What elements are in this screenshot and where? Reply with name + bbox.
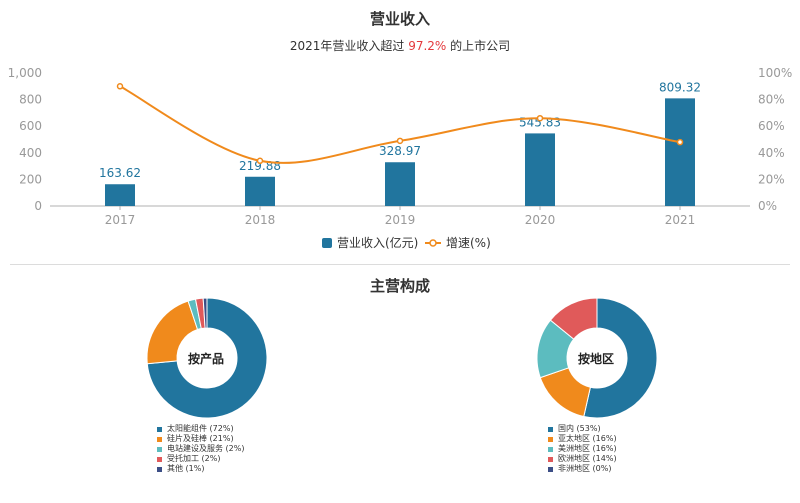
donut-legend-item: 美洲地区 (16%) (548, 444, 617, 454)
legend-label: 电站建设及服务 (2%) (167, 444, 245, 453)
bar-2021 (665, 98, 695, 206)
x-tick-label: 2020 (525, 213, 556, 227)
bar-2017 (105, 184, 135, 206)
y-left-tick-label: 1,000 (8, 66, 42, 80)
donut-legend-item: 国内 (53%) (548, 424, 617, 434)
legend-swatch (157, 426, 162, 432)
donut-legend-item: 亚太地区 (16%) (548, 434, 617, 444)
legend-swatch (548, 466, 553, 472)
y-right-tick-label: 40% (758, 146, 785, 160)
donut-legend-item: 欧洲地区 (14%) (548, 454, 617, 464)
legend-bar-label: 营业收入(亿元) (337, 235, 418, 250)
legend-swatch (548, 436, 553, 442)
legend-swatch (548, 456, 553, 462)
product-donut-chart: 按产品 (146, 297, 268, 419)
y-left-tick-label: 0 (34, 199, 42, 213)
legend-label: 硅片及硅棒 (21%) (167, 434, 234, 443)
legend-line-marker (429, 239, 437, 247)
legend-label: 非洲地区 (0%) (558, 464, 612, 473)
y-right-tick-label: 100% (758, 66, 792, 80)
y-right-tick-label: 0% (758, 199, 777, 213)
legend-swatch (157, 446, 162, 452)
y-left-tick-label: 600 (19, 119, 42, 133)
x-tick-label: 2017 (105, 213, 136, 227)
subtitle-highlight: 97.2% (408, 39, 447, 53)
legend-swatch (157, 466, 162, 472)
y-right-tick-label: 20% (758, 172, 785, 186)
growth-point (116, 83, 124, 90)
legend-label: 太阳能组件 (72%) (167, 424, 234, 433)
y-left-tick-label: 200 (19, 172, 42, 186)
growth-point (396, 137, 404, 145)
legend-label: 欧洲地区 (14%) (558, 454, 617, 463)
bar-value-label: 809.32 (659, 80, 701, 94)
donut-legend-item: 电站建设及服务 (2%) (157, 444, 244, 454)
growth-point (676, 138, 684, 146)
donut-slice (146, 297, 268, 419)
bar-value-label: 328.97 (379, 144, 421, 158)
y-right-tick-label: 80% (758, 93, 785, 107)
legend-bar-swatch (322, 238, 332, 248)
legend-swatch (548, 426, 553, 432)
legend-label: 国内 (53%) (558, 424, 601, 433)
y-left-tick-label: 800 (19, 93, 42, 107)
revenue-combo-chart: 0 200 400 600 800 1,000 0% 20% 40% 60% 80% 100% 163.… (8, 66, 793, 250)
growth-point (256, 157, 264, 165)
donut-legend-item: 硅片及硅棒 (21%) (157, 434, 244, 444)
growth-point (536, 114, 544, 122)
donut-slice (202, 297, 208, 329)
region-donut-chart: 按地区 (536, 297, 658, 419)
chart-subtitle: 2021年营业收入超过 97.2% 的上市公司 (0, 37, 800, 54)
legend-swatch (157, 436, 162, 442)
subtitle-prefix: 2021年营业收入超过 (289, 39, 405, 53)
bar-value-label: 163.62 (99, 166, 141, 180)
legend-label: 其他 (1%) (167, 464, 205, 473)
y-left-tick-label: 400 (19, 146, 42, 160)
bar-2020 (525, 133, 555, 206)
legend-line-label: 增速(%) (446, 236, 491, 250)
legend-label: 受托加工 (2%) (167, 454, 221, 463)
donut-legend-item: 太阳能组件 (72%) (157, 424, 244, 434)
legend-label: 亚太地区 (16%) (558, 434, 617, 443)
donut-legend-item: 受托加工 (2%) (157, 454, 244, 464)
legend-swatch (157, 456, 162, 462)
chart-title: 营业收入 (369, 10, 430, 28)
donut-slice (549, 297, 598, 340)
legend-swatch (548, 446, 553, 452)
section2-title: 主营构成 (369, 277, 430, 295)
bar-2018 (245, 176, 275, 206)
donut-legend-item: 其他 (1%) (157, 464, 244, 474)
region-donut-legend: 国内 (53%) 亚太地区 (16%) 美洲地区 (16%) 欧洲地区 (14%) 非洲… (548, 424, 617, 474)
bar-2019 (385, 162, 415, 206)
subtitle-suffix: 的上市公司 (450, 39, 511, 53)
donut-legend-item: 非洲地区 (0%) (548, 464, 617, 474)
x-tick-label: 2019 (385, 213, 416, 227)
x-tick-label: 2021 (665, 213, 696, 227)
section-divider (10, 264, 790, 265)
donut-slice (583, 297, 658, 419)
y-right-tick-label: 60% (758, 119, 785, 133)
x-tick-label: 2018 (245, 213, 276, 227)
product-donut-legend: 太阳能组件 (72%) 硅片及硅棒 (21%) 电站建设及服务 (2%) 受托加工 (… (157, 424, 244, 474)
donut-center-label: 按地区 (578, 351, 614, 366)
donut-center-label: 按产品 (188, 351, 224, 366)
legend-label: 美洲地区 (16%) (558, 444, 617, 453)
